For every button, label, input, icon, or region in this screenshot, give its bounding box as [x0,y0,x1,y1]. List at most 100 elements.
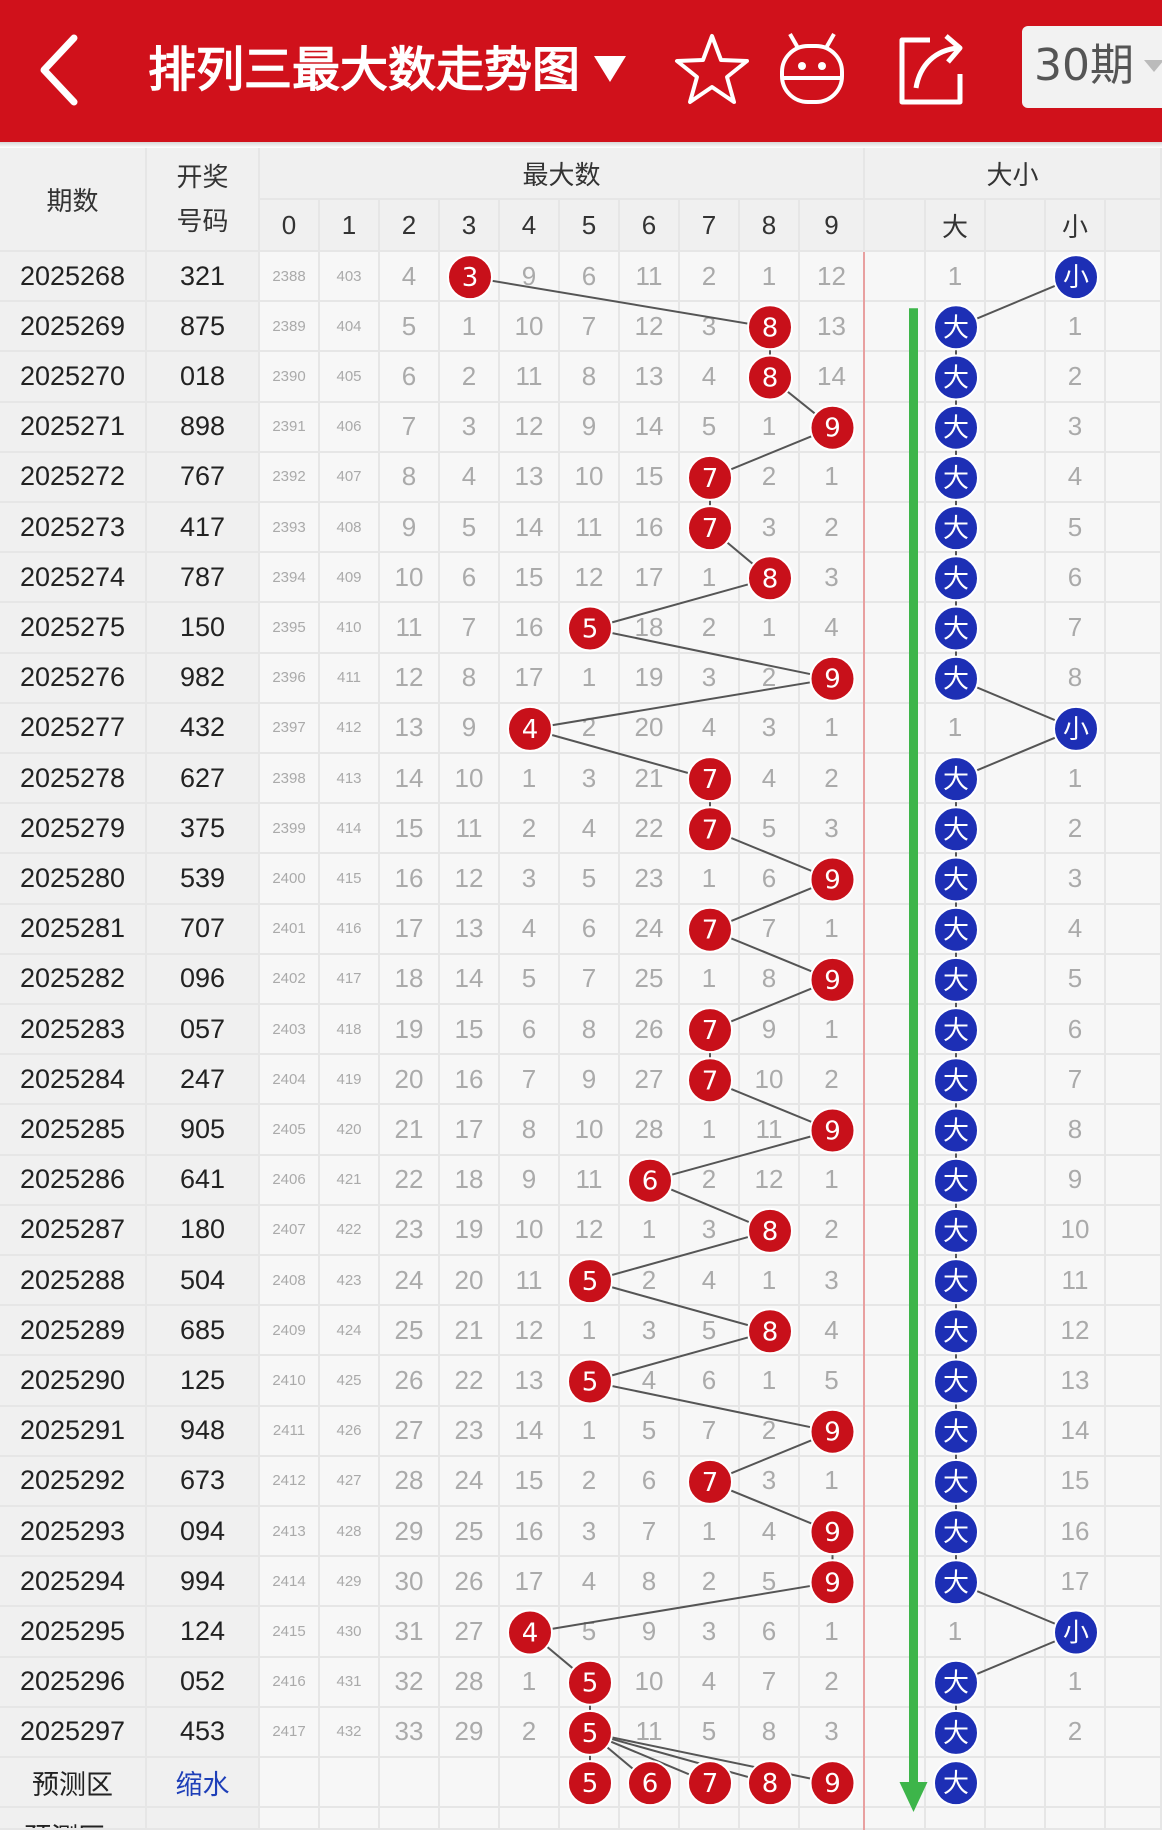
digit-5-cell: 10 [560,452,620,503]
digit-0-cell: 2409 [260,1306,320,1357]
size-blank-cell [1106,452,1162,503]
size-ball-label: 大 [943,815,969,845]
digit-9-cell: 2 [800,503,865,554]
draw-number-cell: 180 [147,1205,260,1256]
digit-1-cell: 413 [320,754,380,805]
digit-3-cell: 22 [440,1356,500,1407]
size-blank-cell [986,553,1046,604]
forecast-cell [986,1758,1046,1809]
digit-4-cell: 17 [500,653,560,704]
digit-8-cell: 1 [740,402,800,453]
max-number-ball [747,555,793,602]
max-number-ball-label: 7 [702,1066,719,1096]
digit-0-cell: 2410 [260,1356,320,1407]
size-ball-label: 大 [943,1468,969,1498]
draw-number-cell: 247 [147,1055,260,1106]
size-blank-cell [986,854,1046,905]
digit-9-cell: 12 [800,252,865,303]
size-small-cell: 3 [1046,402,1106,453]
digit-8-cell: 8 [740,1707,800,1758]
back-arrow-icon[interactable] [30,30,90,110]
max-number-ball-label: 8 [762,364,779,394]
app-header: 排列三最大数走势图 30期 [0,0,1162,142]
size-small-cell: 11 [1046,1256,1106,1307]
forecast-plus-cell [680,1808,740,1830]
draw-number-cell: 124 [147,1607,260,1658]
forecast-plus-cell [440,1808,500,1830]
digit-1-cell: 428 [320,1507,380,1558]
digit-8-cell: 1 [740,1256,800,1307]
digit-2-cell: 13 [380,703,440,754]
forecast-plus-cell [320,1808,380,1830]
share-icon[interactable] [890,24,970,114]
digit-8-cell: 7 [740,904,800,955]
digit-9-cell: 4 [800,603,865,654]
digit-1-cell: 420 [320,1105,380,1156]
digit-3-cell: 15 [440,1005,500,1056]
max-number-ball [687,454,733,501]
digit-8-cell: 7 [740,1657,800,1708]
digit-9-cell: 14 [800,352,865,403]
size-ball [933,906,979,953]
digit-6-cell: 26 [620,1005,680,1056]
size-blank-cell [1106,352,1162,403]
draw-number-cell: 052 [147,1657,260,1708]
column-header-digit-4: 4 [500,200,560,252]
size-ball-label: 大 [943,1669,969,1699]
size-ball-label: 大 [943,615,969,645]
star-favorite-icon[interactable] [672,24,752,114]
digit-0-cell: 2400 [260,854,320,905]
max-number-ball-label: 8 [762,313,779,343]
digit-0-cell: 2403 [260,1005,320,1056]
size-blank-cell [1106,252,1162,303]
digit-2-cell: 8 [380,452,440,503]
max-number-ball [567,1709,613,1756]
digit-5-cell: 8 [560,1005,620,1056]
period-cell: 2025278 [0,754,147,805]
digit-8-cell: 5 [740,1557,800,1608]
digit-3-cell: 12 [440,854,500,905]
digit-2-cell: 22 [380,1155,440,1206]
page-title[interactable]: 排列三最大数走势图 [148,42,581,98]
shrink-link[interactable]: 缩水 [147,1758,260,1809]
digit-1-cell: 405 [320,352,380,403]
size-ball-label: 大 [943,1016,969,1046]
digit-9-cell: 3 [800,1707,865,1758]
size-ball-label: 大 [943,866,969,896]
digit-4-cell: 2 [500,1707,560,1758]
column-header-big: 大 [926,200,986,252]
digit-3-cell: 1 [440,302,500,353]
digit-0-cell: 2406 [260,1155,320,1206]
digit-9-cell: 2 [800,1657,865,1708]
forecast-ball-label: 8 [762,1769,779,1799]
digit-6-cell: 20 [620,703,680,754]
digit-2-cell: 20 [380,1055,440,1106]
digit-2-cell: 29 [380,1507,440,1558]
size-small-cell: 4 [1046,904,1106,955]
draw-number-cell: 125 [147,1356,260,1407]
robot-assistant-icon[interactable] [772,24,852,114]
max-number-ball-label: 7 [702,916,719,946]
period-cell: 2025279 [0,804,147,855]
size-blank-cell [1106,1205,1162,1256]
digit-2-cell: 25 [380,1306,440,1357]
digit-5-cell: 7 [560,954,620,1005]
title-dropdown-caret-icon[interactable] [590,44,630,94]
header-shadow [0,142,1162,148]
draw-number-cell: 453 [147,1707,260,1758]
period-selector[interactable]: 30期 [1022,26,1162,108]
size-ball-label: 大 [943,916,969,946]
digit-4-cell: 1 [500,1657,560,1708]
size-blank-cell [986,954,1046,1005]
period-selector-label: 30期 [1034,40,1134,91]
max-number-ball-label: 9 [824,1418,841,1448]
trend-line [589,627,833,680]
forecast-plus-cell [380,1808,440,1830]
size-ball [933,1057,979,1104]
period-cell: 2025292 [0,1456,147,1507]
draw-number-cell: 321 [147,252,260,303]
forecast-plus-label: 预测区+ [0,1808,147,1830]
size-blank-cell [1106,703,1162,754]
forecast-cell [1046,1758,1106,1809]
forecast-size-ball [933,1760,979,1807]
